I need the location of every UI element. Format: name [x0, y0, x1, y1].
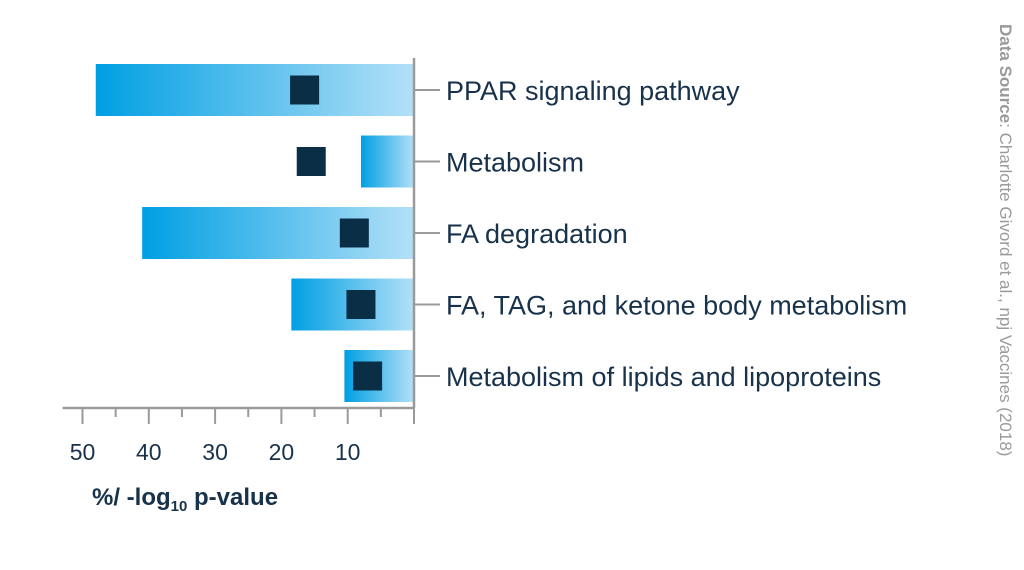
data-source-strong: Data Source — [996, 24, 1015, 123]
x-axis-title: %/ -log10 p-value — [92, 484, 278, 515]
bar-2 — [142, 207, 415, 259]
category-label-3: FA, TAG, and ketone body metabolism — [446, 291, 907, 321]
data-source-text: : Charlotte Givord et al., npj Vaccines … — [996, 123, 1015, 456]
bar-0 — [95, 64, 414, 116]
category-label-2: FA degradation — [446, 219, 628, 249]
marker-2 — [339, 218, 369, 248]
marker-1 — [296, 147, 326, 176]
data-source-label: Data Source: Charlotte Givord et al., np… — [996, 24, 1015, 456]
x-ticks — [81, 408, 415, 424]
x-tick-label-30: 30 — [202, 439, 228, 465]
category-label-0: PPAR signaling pathway — [446, 76, 740, 106]
marker-3 — [346, 290, 376, 319]
marker-4 — [353, 361, 383, 391]
category-label-4: Metabolism of lipids and lipoproteins — [446, 362, 881, 392]
x-tick-label-20: 20 — [269, 439, 295, 465]
x-tick-label-40: 40 — [136, 439, 162, 465]
x-axis-title-subscript: 10 — [171, 498, 188, 515]
x-tick-label-10: 10 — [335, 439, 361, 465]
marker-0 — [290, 75, 320, 105]
x-axis-title-prefix: %/ -log — [92, 484, 171, 511]
category-label-1: Metabolism — [446, 148, 584, 178]
x-tick-labels: 50 40 30 20 10 — [70, 439, 361, 465]
markers — [290, 75, 383, 391]
category-labels: PPAR signaling pathway Metabolism FA degra… — [446, 76, 907, 392]
x-axis-title-suffix: p-value — [187, 484, 278, 511]
y-ticks — [414, 89, 440, 377]
bar-1 — [360, 135, 414, 188]
x-tick-label-50: 50 — [70, 439, 96, 465]
